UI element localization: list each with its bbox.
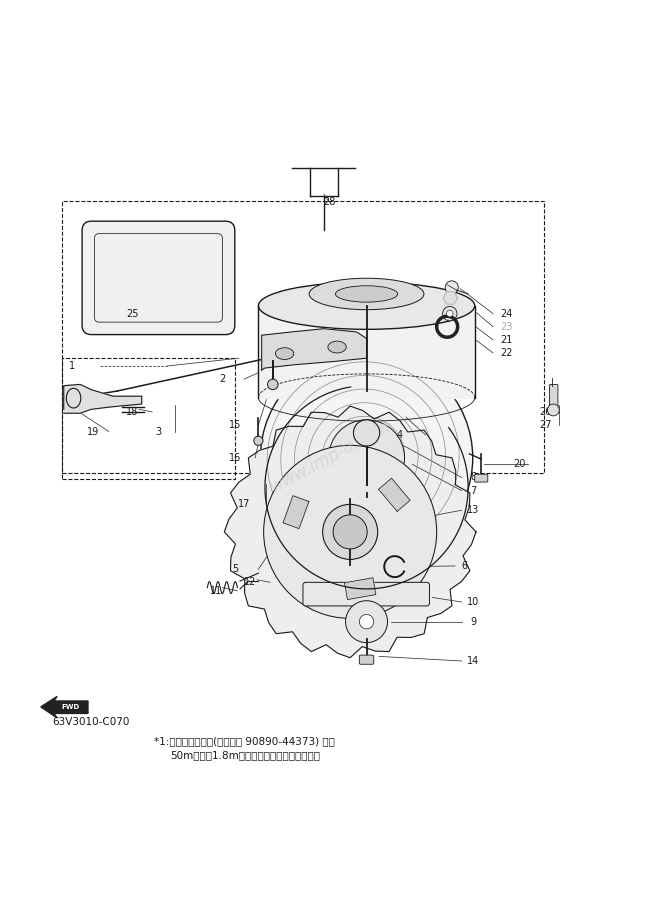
Ellipse shape <box>258 282 475 330</box>
Text: 28: 28 <box>323 197 335 207</box>
Circle shape <box>443 307 457 320</box>
FancyBboxPatch shape <box>360 656 373 665</box>
Text: 19: 19 <box>87 426 99 436</box>
FancyBboxPatch shape <box>475 474 488 482</box>
Circle shape <box>446 281 458 294</box>
Circle shape <box>333 515 368 549</box>
Ellipse shape <box>309 278 424 310</box>
Text: 20: 20 <box>513 459 525 469</box>
FancyBboxPatch shape <box>82 221 235 334</box>
Ellipse shape <box>276 348 293 360</box>
Ellipse shape <box>335 286 398 302</box>
Text: 27: 27 <box>539 420 552 430</box>
Text: *1:スタータワイヤ(部品番号 90890-44373) は、: *1:スタータワイヤ(部品番号 90890-44373) は、 <box>153 737 334 747</box>
Text: 7: 7 <box>470 486 477 496</box>
Circle shape <box>254 436 263 446</box>
Circle shape <box>346 601 387 643</box>
Text: 13: 13 <box>467 505 479 515</box>
Text: 25: 25 <box>126 309 139 319</box>
Text: 14: 14 <box>467 656 479 666</box>
Circle shape <box>329 420 405 496</box>
Text: 9: 9 <box>471 616 477 626</box>
Text: 21: 21 <box>500 335 512 345</box>
FancyBboxPatch shape <box>549 384 558 406</box>
Polygon shape <box>262 329 367 370</box>
Circle shape <box>260 352 473 564</box>
Text: 63V3010-C070: 63V3010-C070 <box>52 717 130 727</box>
Circle shape <box>354 420 379 446</box>
Polygon shape <box>224 406 476 657</box>
Text: 5: 5 <box>232 564 239 574</box>
Polygon shape <box>379 478 410 511</box>
Polygon shape <box>258 306 475 397</box>
Text: 50m巻から1.8mに切断して御使用ください。: 50m巻から1.8mに切断して御使用ください。 <box>170 750 320 760</box>
Polygon shape <box>444 291 457 304</box>
Text: 24: 24 <box>500 309 512 319</box>
Polygon shape <box>283 496 309 529</box>
Polygon shape <box>344 578 376 600</box>
Text: 2: 2 <box>219 374 225 384</box>
Bar <box>61 358 235 479</box>
Circle shape <box>360 614 373 629</box>
Text: 1: 1 <box>69 361 75 371</box>
Text: 6: 6 <box>462 561 468 571</box>
Text: 17: 17 <box>238 498 250 509</box>
Circle shape <box>323 504 377 560</box>
Text: www.imp-u.com: www.imp-u.com <box>267 417 394 496</box>
Circle shape <box>268 379 278 390</box>
Text: 23: 23 <box>500 321 512 331</box>
Polygon shape <box>41 697 88 718</box>
Text: 22: 22 <box>500 348 512 358</box>
Circle shape <box>547 404 559 415</box>
Text: 18: 18 <box>126 407 139 417</box>
Text: 11: 11 <box>210 586 222 596</box>
Text: 12: 12 <box>245 577 256 587</box>
Bar <box>61 201 543 473</box>
Text: FWD: FWD <box>61 704 80 710</box>
Text: 4: 4 <box>396 430 403 440</box>
Text: 3: 3 <box>156 426 162 436</box>
FancyBboxPatch shape <box>303 582 430 606</box>
Text: 26: 26 <box>539 407 552 417</box>
Polygon shape <box>63 384 141 414</box>
Circle shape <box>264 446 437 618</box>
Text: 10: 10 <box>467 597 479 607</box>
Ellipse shape <box>328 341 346 353</box>
Circle shape <box>447 310 453 317</box>
Text: 15: 15 <box>229 420 242 430</box>
Text: 8: 8 <box>471 472 477 482</box>
Text: 16: 16 <box>229 453 241 463</box>
